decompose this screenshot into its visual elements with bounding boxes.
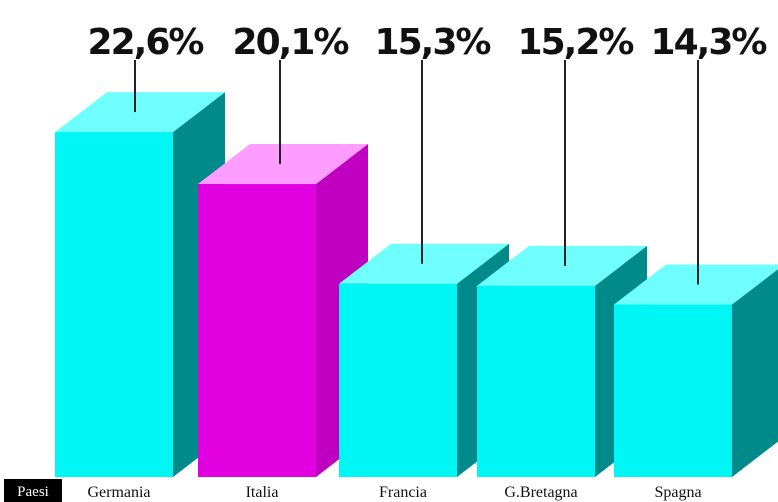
- value-label: 22,6%: [88, 22, 204, 63]
- bar: [477, 285, 595, 477]
- bar-top: [55, 92, 225, 133]
- x-label: Paesi: [17, 484, 49, 500]
- x-tick-label: Francia: [379, 484, 427, 501]
- value-label: 15,3%: [375, 22, 491, 63]
- bar: [339, 283, 457, 477]
- value-label: 20,1%: [233, 22, 349, 63]
- bar-side: [732, 269, 778, 477]
- bar-top: [614, 264, 778, 305]
- x-tick-label: Germania: [87, 484, 150, 501]
- x-tick-label: Italia: [246, 484, 279, 501]
- bar-top: [339, 243, 509, 284]
- x-tick-label: G.Bretagna: [504, 484, 577, 501]
- value-label: 15,2%: [518, 22, 634, 63]
- value-label: 14,3%: [651, 22, 767, 63]
- bar: [614, 304, 732, 477]
- bar-top: [477, 245, 647, 286]
- x-tick-label: Spagna: [654, 484, 701, 501]
- bar: [198, 184, 316, 478]
- bar: [55, 132, 173, 478]
- x-label-box: [4, 479, 62, 502]
- bar-top: [198, 144, 368, 185]
